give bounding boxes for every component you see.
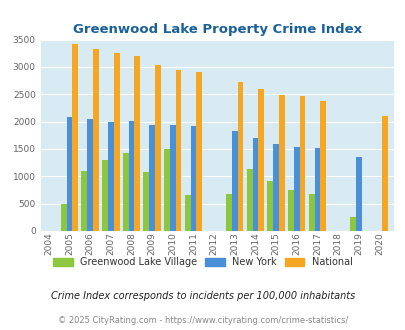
Bar bbox=[267, 181, 273, 231]
Bar bbox=[66, 117, 72, 231]
Bar bbox=[149, 125, 155, 231]
Bar bbox=[320, 101, 325, 231]
Bar bbox=[273, 144, 278, 231]
Bar bbox=[143, 172, 149, 231]
Bar bbox=[252, 138, 258, 231]
Legend: Greenwood Lake Village, New York, National: Greenwood Lake Village, New York, Nation… bbox=[53, 257, 352, 267]
Bar bbox=[349, 217, 355, 231]
Title: Greenwood Lake Property Crime Index: Greenwood Lake Property Crime Index bbox=[72, 23, 361, 36]
Bar bbox=[134, 56, 140, 231]
Bar bbox=[175, 70, 181, 231]
Bar bbox=[299, 96, 305, 231]
Bar bbox=[190, 126, 196, 231]
Bar bbox=[108, 122, 113, 231]
Bar bbox=[278, 95, 284, 231]
Bar bbox=[93, 49, 98, 231]
Bar bbox=[226, 194, 231, 231]
Bar bbox=[164, 149, 169, 231]
Bar bbox=[184, 195, 190, 231]
Bar bbox=[237, 82, 243, 231]
Bar bbox=[113, 53, 119, 231]
Bar bbox=[314, 148, 320, 231]
Bar bbox=[72, 44, 78, 231]
Bar bbox=[122, 153, 128, 231]
Bar bbox=[102, 160, 108, 231]
Bar bbox=[288, 190, 293, 231]
Bar bbox=[308, 194, 314, 231]
Bar bbox=[196, 72, 202, 231]
Bar bbox=[169, 125, 175, 231]
Bar bbox=[81, 171, 87, 231]
Bar bbox=[155, 65, 160, 231]
Bar bbox=[382, 115, 387, 231]
Bar bbox=[128, 120, 134, 231]
Bar bbox=[246, 169, 252, 231]
Bar bbox=[231, 131, 237, 231]
Bar bbox=[293, 147, 299, 231]
Bar bbox=[355, 157, 361, 231]
Bar bbox=[61, 204, 66, 231]
Text: Crime Index corresponds to incidents per 100,000 inhabitants: Crime Index corresponds to incidents per… bbox=[51, 291, 354, 301]
Bar bbox=[87, 119, 93, 231]
Text: © 2025 CityRating.com - https://www.cityrating.com/crime-statistics/: © 2025 CityRating.com - https://www.city… bbox=[58, 316, 347, 325]
Bar bbox=[258, 89, 263, 231]
